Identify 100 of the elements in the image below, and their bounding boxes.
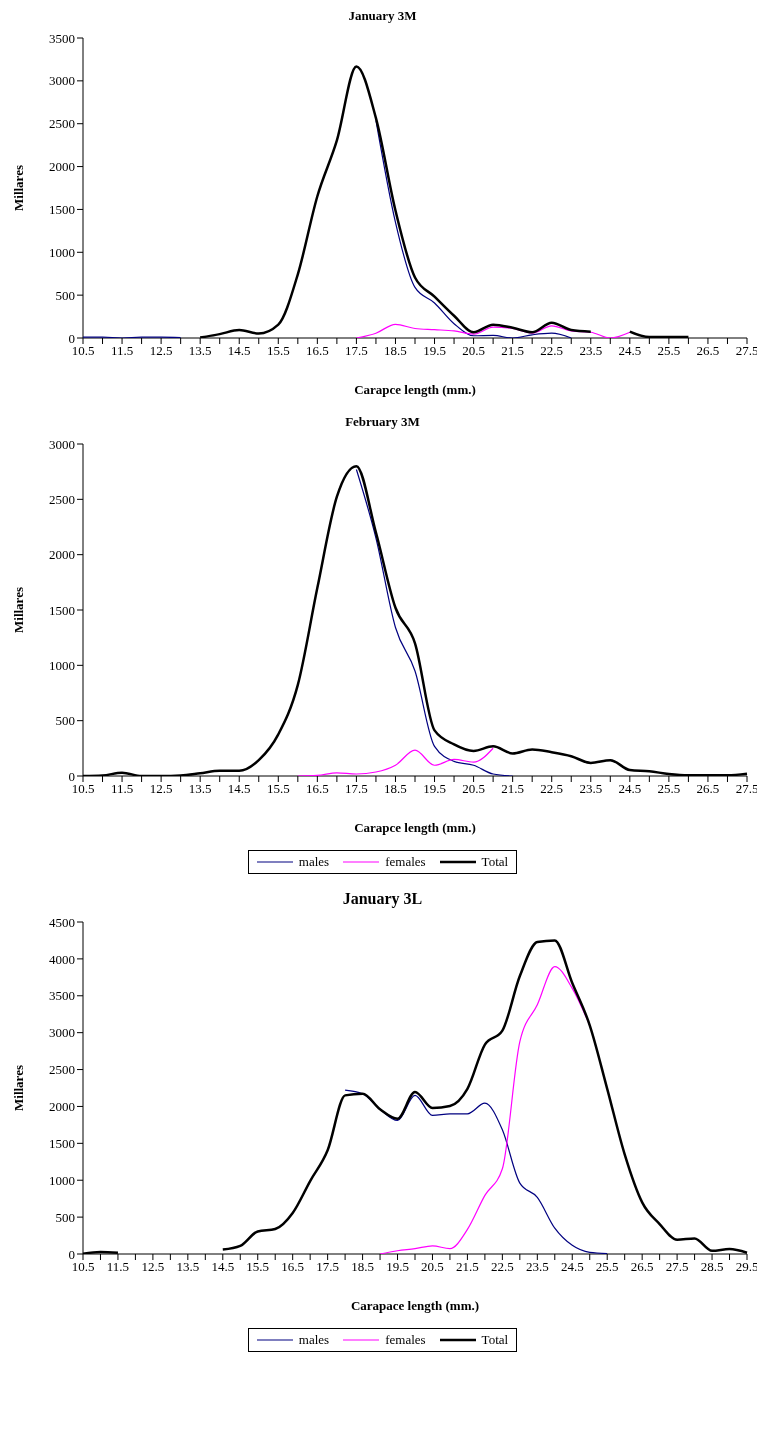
y-tick-label: 0 bbox=[68, 330, 75, 346]
x-tick-label: 22.5 bbox=[490, 1259, 514, 1275]
y-tick-label: 500 bbox=[55, 713, 75, 729]
x-tick-label: 19.5 bbox=[386, 1259, 409, 1275]
x-tick-label: 13.5 bbox=[188, 781, 212, 797]
y-axis-title: Millares bbox=[10, 165, 26, 211]
x-tick-label: 18.5 bbox=[384, 343, 407, 359]
legend-label: females bbox=[385, 1332, 426, 1348]
legend-label: Total bbox=[481, 1332, 509, 1348]
chart-title: February 3M bbox=[344, 414, 421, 430]
y-tick-label: 2000 bbox=[49, 1099, 75, 1115]
x-tick-label: 10.5 bbox=[71, 781, 95, 797]
x-tick-label: 24.5 bbox=[560, 1259, 584, 1275]
x-tick-label: 19.5 bbox=[423, 781, 446, 797]
legend-label: males bbox=[298, 854, 330, 870]
x-tick-label: 14.5 bbox=[227, 343, 251, 359]
y-tick-label: 2500 bbox=[49, 1062, 75, 1078]
x-tick-label: 13.5 bbox=[188, 343, 212, 359]
x-axis-title: Carapce length (mm.) bbox=[354, 820, 476, 835]
x-tick-label: 23.5 bbox=[579, 343, 603, 359]
x-tick-label: 20.5 bbox=[462, 343, 485, 359]
x-tick-label: 11.5 bbox=[110, 343, 134, 359]
y-tick-label: 4000 bbox=[49, 951, 75, 967]
x-tick-label: 27.5 bbox=[665, 1259, 689, 1275]
x-tick-label: 15.5 bbox=[266, 343, 290, 359]
x-tick-label: 12.5 bbox=[149, 781, 173, 797]
y-tick-label: 3500 bbox=[49, 988, 75, 1004]
y-tick-label: 2500 bbox=[49, 491, 75, 507]
legend-label: males bbox=[298, 1332, 330, 1348]
x-axis-title: Carapce length (mm.) bbox=[354, 382, 476, 397]
x-tick-label: 23.5 bbox=[579, 781, 603, 797]
x-tick-label: 15.5 bbox=[246, 1259, 270, 1275]
legend-label: Total bbox=[481, 854, 509, 870]
y-tick-label: 1000 bbox=[49, 244, 75, 260]
line-series bbox=[344, 1089, 608, 1254]
x-tick-label: 14.5 bbox=[227, 781, 251, 797]
x-tick-label: 14.5 bbox=[211, 1259, 235, 1275]
line-series bbox=[355, 323, 631, 338]
x-tick-label: 19.5 bbox=[423, 343, 446, 359]
chart-title: January 3L bbox=[341, 890, 424, 908]
y-tick-label: 500 bbox=[55, 287, 75, 303]
y-tick-label: 2000 bbox=[49, 547, 75, 563]
x-tick-label: 13.5 bbox=[176, 1259, 200, 1275]
x-tick-label: 23.5 bbox=[525, 1259, 549, 1275]
y-tick-label: 1500 bbox=[49, 602, 75, 618]
x-tick-label: 17.5 bbox=[316, 1259, 340, 1275]
y-tick-label: 1500 bbox=[49, 1135, 75, 1151]
x-tick-label: 10.5 bbox=[71, 1259, 95, 1275]
x-tick-label: 25.5 bbox=[657, 343, 681, 359]
y-tick-label: 3000 bbox=[49, 436, 75, 452]
x-tick-label: 16.5 bbox=[305, 781, 329, 797]
line-series bbox=[355, 468, 514, 776]
y-tick-label: 3000 bbox=[49, 73, 75, 89]
y-axis-title: Millares bbox=[10, 1065, 26, 1111]
y-tick-label: 1500 bbox=[49, 202, 75, 218]
x-tick-label: 17.5 bbox=[345, 343, 368, 359]
y-tick-label: 3500 bbox=[49, 30, 75, 46]
x-axis-title: Carapace length (mm.) bbox=[350, 1298, 480, 1313]
x-tick-label: 27.5 bbox=[735, 781, 759, 797]
y-tick-label: 1000 bbox=[49, 657, 75, 673]
x-tick-label: 11.5 bbox=[110, 781, 134, 797]
x-tick-label: 21.5 bbox=[456, 1259, 479, 1275]
x-tick-label: 27.5 bbox=[735, 343, 759, 359]
y-tick-label: 0 bbox=[68, 1246, 75, 1262]
x-tick-label: 22.5 bbox=[540, 781, 564, 797]
x-tick-label: 20.5 bbox=[462, 781, 485, 797]
x-tick-label: 18.5 bbox=[384, 781, 407, 797]
x-tick-label: 25.5 bbox=[595, 1259, 619, 1275]
x-tick-label: 17.5 bbox=[345, 781, 368, 797]
y-tick-label: 2000 bbox=[49, 159, 75, 175]
y-tick-label: 500 bbox=[55, 1209, 75, 1225]
x-tick-label: 26.5 bbox=[630, 1259, 654, 1275]
legend-label: females bbox=[385, 854, 426, 870]
y-tick-label: 0 bbox=[68, 768, 75, 784]
y-tick-label: 3000 bbox=[49, 1025, 75, 1041]
line-series bbox=[297, 747, 494, 776]
x-tick-label: 24.5 bbox=[618, 781, 642, 797]
x-tick-label: 20.5 bbox=[421, 1259, 444, 1275]
x-tick-label: 25.5 bbox=[657, 781, 681, 797]
x-tick-label: 15.5 bbox=[266, 781, 290, 797]
x-tick-label: 12.5 bbox=[149, 343, 173, 359]
x-tick-label: 24.5 bbox=[618, 343, 642, 359]
x-tick-label: 26.5 bbox=[696, 343, 720, 359]
x-tick-label: 29.5 bbox=[735, 1259, 759, 1275]
x-tick-label: 10.5 bbox=[71, 343, 95, 359]
y-tick-label: 2500 bbox=[49, 116, 75, 132]
x-tick-label: 28.5 bbox=[700, 1259, 724, 1275]
x-tick-label: 18.5 bbox=[351, 1259, 374, 1275]
x-tick-label: 22.5 bbox=[540, 343, 564, 359]
y-axis-title: Millares bbox=[10, 587, 26, 633]
x-tick-label: 21.5 bbox=[501, 343, 525, 359]
x-tick-label: 16.5 bbox=[281, 1259, 305, 1275]
x-tick-label: 11.5 bbox=[106, 1259, 130, 1275]
y-tick-label: 1000 bbox=[49, 1172, 75, 1188]
y-tick-label: 4500 bbox=[49, 914, 75, 930]
x-tick-label: 16.5 bbox=[305, 343, 329, 359]
x-tick-label: 26.5 bbox=[696, 781, 720, 797]
x-tick-label: 21.5 bbox=[501, 781, 525, 797]
x-tick-label: 12.5 bbox=[141, 1259, 165, 1275]
chart-title: January 3M bbox=[347, 8, 418, 24]
